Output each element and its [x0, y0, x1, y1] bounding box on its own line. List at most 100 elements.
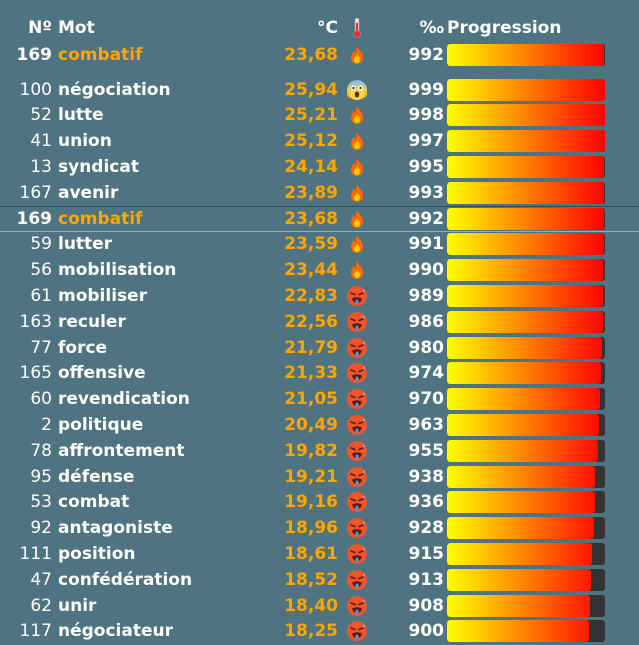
item-permil: 938 [408, 466, 445, 487]
fire-icon [345, 181, 369, 205]
item-permil: 995 [408, 156, 445, 177]
item-temp: 21,05 [284, 389, 338, 410]
item-permil: 999 [408, 79, 445, 100]
list-item: 53 combat 19,16 936 [0, 490, 639, 515]
item-num: 62 [30, 595, 52, 616]
item-num: 78 [30, 440, 52, 461]
item-progress-bar [447, 336, 605, 359]
item-word: union [58, 131, 112, 152]
table-header: Nº Mot °C ‰ Progression [0, 15, 639, 40]
item-permil: 955 [408, 440, 445, 461]
item-temp: 23,44 [284, 260, 338, 281]
item-progress-bar [447, 104, 605, 127]
item-progress-fill [447, 104, 605, 127]
fire-icon [345, 207, 369, 231]
item-permil: 989 [408, 285, 445, 306]
item-progress-fill [447, 439, 598, 462]
current-guess-row: 169 combatif 23,68 992 [0, 42, 639, 67]
item-num: 100 [19, 79, 52, 100]
fire-icon [345, 129, 369, 153]
item-temp: 23,89 [284, 182, 338, 203]
item-temp: 22,83 [284, 285, 338, 306]
list-item: 165 offensive 21,33 974 [0, 361, 639, 386]
hot-face-icon [345, 465, 369, 489]
item-permil: 980 [408, 337, 445, 358]
item-progress-fill [447, 336, 602, 359]
item-temp: 18,52 [284, 569, 338, 590]
item-num: 59 [30, 234, 52, 255]
list-item: 60 revendication 21,05 970 [0, 387, 639, 412]
item-permil: 990 [408, 260, 445, 281]
list-item: 13 syndicat 24,14 995 [0, 154, 639, 179]
hot-face-icon [345, 336, 369, 360]
item-word: négociateur [58, 621, 173, 642]
list-item: 167 avenir 23,89 993 [0, 180, 639, 205]
hot-face-icon [345, 542, 369, 566]
item-word: combat [58, 492, 130, 513]
item-progress-bar [447, 181, 605, 204]
list-item: 100 négociation 25,94 999 [0, 77, 639, 102]
item-progress-fill [447, 78, 605, 101]
item-progress-bar [447, 208, 605, 230]
list-item: 56 mobilisation 23,44 990 [0, 258, 639, 283]
item-num: 77 [30, 337, 52, 358]
item-permil: 908 [408, 595, 445, 616]
item-temp: 25,21 [284, 105, 338, 126]
current-word: combatif [58, 44, 143, 65]
item-permil: 998 [408, 105, 445, 126]
item-progress-fill [447, 362, 601, 385]
fire-icon [345, 232, 369, 256]
item-progress-bar [447, 130, 605, 153]
item-progress-bar [447, 439, 605, 462]
item-progress-bar [447, 465, 605, 488]
item-num: 92 [30, 518, 52, 539]
item-permil: 963 [408, 414, 445, 435]
item-word: lutte [58, 105, 104, 126]
item-num: 167 [19, 182, 52, 203]
list-item: 47 confédération 18,52 913 [0, 567, 639, 592]
item-word: reculer [58, 311, 126, 332]
list-item: 77 force 21,79 980 [0, 335, 639, 360]
item-word: unir [58, 595, 97, 616]
item-permil: 936 [408, 492, 445, 513]
list-item: 52 lutte 25,21 998 [0, 103, 639, 128]
item-num: 53 [30, 492, 52, 513]
hot-face-icon [345, 387, 369, 411]
item-progress-fill [447, 542, 592, 565]
item-progress-bar [447, 310, 605, 333]
item-word: syndicat [58, 156, 139, 177]
list-item: 169 combatif 23,68 992 [0, 206, 639, 232]
current-permil: 992 [408, 44, 445, 65]
item-permil: 913 [408, 569, 445, 590]
thermometer-icon [345, 16, 369, 40]
item-num: 117 [19, 621, 52, 642]
item-word: négociation [58, 79, 171, 100]
fire-icon [345, 155, 369, 179]
item-progress-fill [447, 413, 600, 436]
item-permil: 928 [408, 518, 445, 539]
item-num: 52 [30, 105, 52, 126]
item-temp: 18,40 [284, 595, 338, 616]
item-num: 111 [19, 543, 52, 564]
item-word: combatif [58, 209, 143, 229]
item-progress-bar [447, 542, 605, 565]
current-progress-fill [447, 43, 604, 66]
item-progress-fill [447, 388, 601, 411]
item-temp: 22,56 [284, 311, 338, 332]
current-progress-bar [447, 43, 605, 66]
item-permil: 970 [408, 389, 445, 410]
item-word: revendication [58, 389, 190, 410]
item-temp: 24,14 [284, 156, 338, 177]
item-progress-fill [447, 208, 604, 230]
current-temp: 23,68 [284, 44, 338, 65]
item-num: 163 [19, 311, 52, 332]
scream-face-icon [345, 78, 369, 102]
item-word: antagoniste [58, 518, 173, 539]
item-progress-bar [447, 413, 605, 436]
item-num: 61 [30, 285, 52, 306]
item-word: avenir [58, 182, 119, 203]
item-permil: 915 [408, 543, 445, 564]
item-progress-bar [447, 620, 605, 643]
item-word: affrontement [58, 440, 185, 461]
